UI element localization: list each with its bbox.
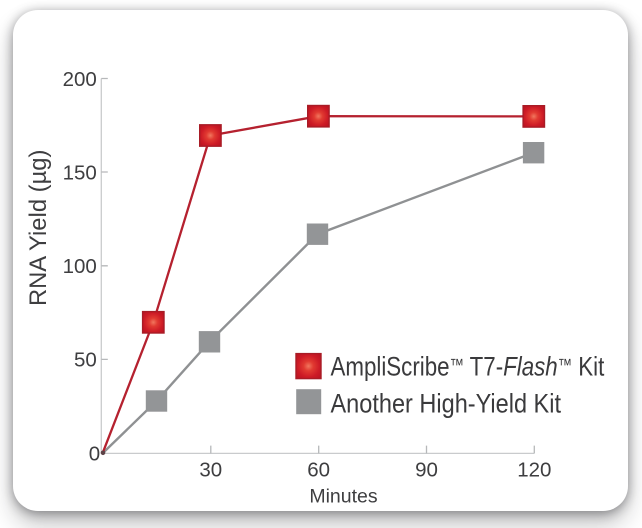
svg-text:30: 30 — [199, 459, 222, 482]
svg-text:150: 150 — [63, 161, 97, 184]
svg-text:Another High-Yield Kit: Another High-Yield Kit — [331, 388, 562, 418]
svg-text:50: 50 — [74, 349, 97, 372]
svg-text:200: 200 — [63, 68, 97, 91]
svg-text:90: 90 — [415, 459, 438, 482]
svg-text:Minutes: Minutes — [309, 485, 378, 507]
svg-text:RNA Yield (µg): RNA Yield (µg) — [25, 150, 52, 306]
svg-text:120: 120 — [517, 459, 551, 482]
svg-text:100: 100 — [63, 255, 97, 278]
svg-text:AmpliScribe™ T7-Flash™ Kit: AmpliScribe™ T7-Flash™ Kit — [331, 352, 605, 382]
svg-text:0: 0 — [89, 442, 100, 465]
svg-text:60: 60 — [307, 459, 330, 482]
